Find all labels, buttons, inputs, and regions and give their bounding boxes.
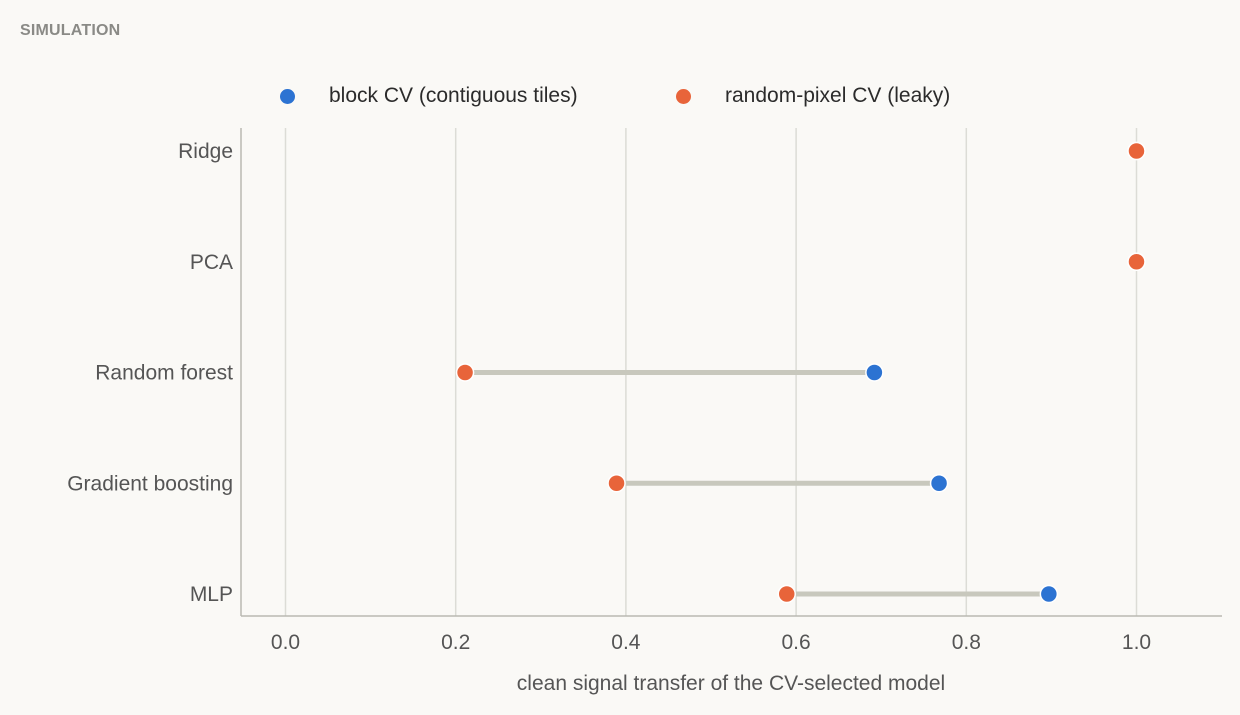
point-random-pixel-cv-random-forest xyxy=(455,363,475,382)
legend-label-block-cv: block CV (contiguous tiles) xyxy=(329,84,578,107)
point-block-cv-gradient-boosting xyxy=(929,474,949,493)
point-block-cv-mlp xyxy=(1039,584,1059,604)
x-tick-label-3: 0.6 xyxy=(781,631,810,654)
x-tick-label-0: 0.0 xyxy=(271,631,300,654)
point-block-cv-random-forest xyxy=(865,363,884,382)
section-label: SIMULATION xyxy=(20,22,121,39)
point-random-pixel-cv-pca xyxy=(1127,252,1146,271)
category-label-ridge: Ridge xyxy=(178,140,233,163)
legend-marker-block-cv xyxy=(280,88,295,104)
category-label-random-forest: Random forest xyxy=(95,362,233,385)
legend-marker-random-pixel-cv xyxy=(676,88,691,104)
category-label-gradient-boosting: Gradient boosting xyxy=(67,472,233,495)
x-tick-label-1: 0.2 xyxy=(441,631,470,654)
point-random-pixel-cv-gradient-boosting xyxy=(607,474,626,493)
category-label-pca: PCA xyxy=(190,251,233,274)
legend-label-random-pixel-cv: random-pixel CV (leaky) xyxy=(725,84,951,107)
point-random-pixel-cv-ridge xyxy=(1127,141,1146,161)
x-tick-label-2: 0.4 xyxy=(611,631,641,654)
x-tick-label-5: 1.0 xyxy=(1122,631,1151,654)
x-tick-label-4: 0.8 xyxy=(952,631,981,654)
point-random-pixel-cv-mlp xyxy=(777,584,796,604)
legend-item-random-pixel-cv: random-pixel CV (leaky) xyxy=(676,84,950,108)
category-label-mlp: MLP xyxy=(190,583,233,606)
legend-item-block-cv: block CV (contiguous tiles) xyxy=(280,84,578,108)
x-axis-label: clean signal transfer of the CV-selected… xyxy=(517,672,945,695)
